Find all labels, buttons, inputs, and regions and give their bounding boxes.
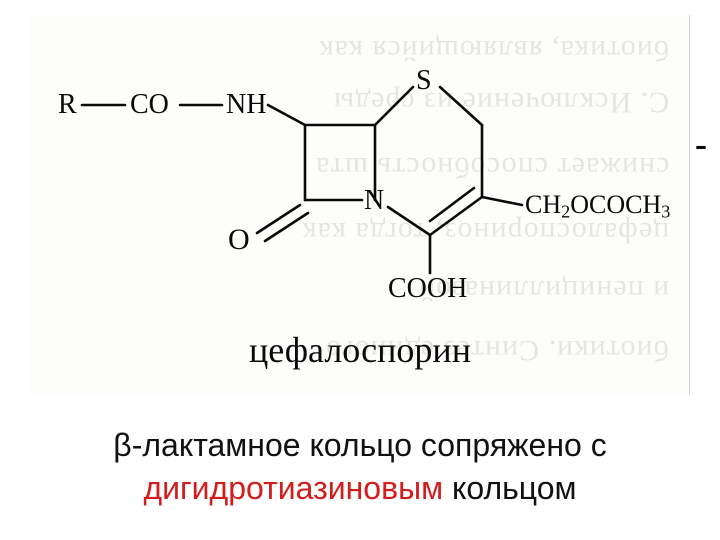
caption-line1: β-лактамное кольцо сопряжено с — [113, 427, 606, 463]
edge-mark: - — [695, 123, 707, 165]
atom-label-nh: NH — [226, 89, 266, 121]
slide: биотика, являющийся как С. Исключение из… — [0, 0, 720, 540]
atom-label-r: R — [58, 89, 77, 121]
chemical-structure-svg — [30, 15, 690, 335]
caption-text: β-лактамное кольцо сопряжено с дигидроти… — [0, 424, 720, 510]
atom-label-s: S — [416, 65, 432, 97]
caption-highlight: дигидротиазиновым — [143, 470, 443, 506]
atom-label-ch2ococh3: CH2OCOCH3 — [525, 190, 670, 223]
caption-line2-post: кольцом — [443, 470, 576, 506]
atom-label-o: O — [228, 223, 250, 257]
chemical-structure-panel: биотика, являющийся как С. Исключение из… — [30, 15, 690, 395]
atom-label-cooh: COOH — [388, 273, 467, 305]
compound-name: цефалоспорин — [30, 329, 690, 371]
atom-label-co: CO — [130, 89, 169, 121]
atom-label-n: N — [364, 185, 384, 217]
